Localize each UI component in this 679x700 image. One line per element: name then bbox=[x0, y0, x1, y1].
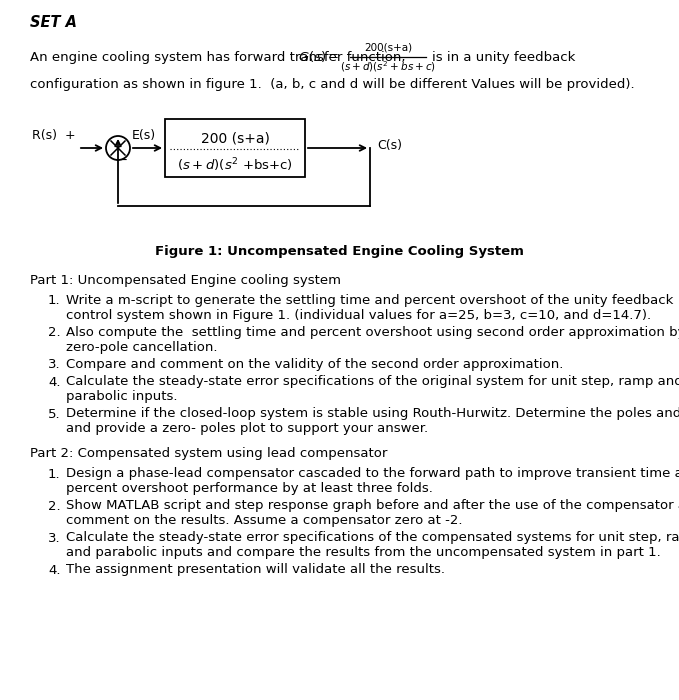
Text: 4.: 4. bbox=[48, 375, 60, 389]
FancyBboxPatch shape bbox=[165, 119, 305, 177]
Text: Show MATLAB script and step response graph before and after the use of the compe: Show MATLAB script and step response gra… bbox=[66, 500, 679, 512]
Text: An engine cooling system has forward transfer function,: An engine cooling system has forward tra… bbox=[30, 50, 414, 64]
Text: $G(s)$: $G(s)$ bbox=[298, 50, 327, 64]
Text: 200(s+a): 200(s+a) bbox=[364, 42, 412, 52]
Text: 1.: 1. bbox=[48, 468, 60, 480]
Text: Design a phase-lead compensator cascaded to the forward path to improve transien: Design a phase-lead compensator cascaded… bbox=[66, 468, 679, 480]
Text: $(s+d)(s^2$ +bs+c): $(s+d)(s^2$ +bs+c) bbox=[177, 156, 293, 174]
Text: $(s+d)(s^2+bs+c)$: $(s+d)(s^2+bs+c)$ bbox=[340, 60, 436, 74]
Text: Calculate the steady-state error specifications of the original system for unit : Calculate the steady-state error specifi… bbox=[66, 375, 679, 389]
Text: E(s): E(s) bbox=[132, 129, 156, 141]
Text: Compare and comment on the validity of the second order approximation.: Compare and comment on the validity of t… bbox=[66, 358, 564, 371]
Text: 200 (s+a): 200 (s+a) bbox=[200, 131, 270, 145]
Text: and provide a zero- poles plot to support your answer.: and provide a zero- poles plot to suppor… bbox=[66, 422, 428, 435]
Text: 5.: 5. bbox=[48, 407, 60, 421]
Text: control system shown in Figure 1. (individual values for a=25, b=3, c=10, and d=: control system shown in Figure 1. (indiv… bbox=[66, 309, 651, 321]
Text: and parabolic inputs and compare the results from the uncompensated system in pa: and parabolic inputs and compare the res… bbox=[66, 546, 661, 559]
Text: comment on the results. Assume a compensator zero at -2.: comment on the results. Assume a compens… bbox=[66, 514, 462, 527]
Text: parabolic inputs.: parabolic inputs. bbox=[66, 390, 177, 403]
Text: is in a unity feedback: is in a unity feedback bbox=[432, 50, 575, 64]
Text: C(s): C(s) bbox=[377, 139, 402, 153]
Text: −: − bbox=[116, 153, 128, 167]
Text: SET A: SET A bbox=[30, 15, 77, 30]
Text: configuration as shown in figure 1.  (a, b, c and d will be different Values wil: configuration as shown in figure 1. (a, … bbox=[30, 78, 635, 91]
Text: Part 2: Compensated system using lead compensator: Part 2: Compensated system using lead co… bbox=[30, 447, 388, 461]
Text: Determine if the closed-loop system is stable using Routh-Hurwitz. Determine the: Determine if the closed-loop system is s… bbox=[66, 407, 679, 421]
Text: =: = bbox=[328, 50, 339, 64]
Text: Figure 1: Uncompensated Engine Cooling System: Figure 1: Uncompensated Engine Cooling S… bbox=[155, 245, 524, 258]
Text: 3.: 3. bbox=[48, 358, 60, 371]
Text: R(s)  +: R(s) + bbox=[32, 130, 75, 143]
Text: 1.: 1. bbox=[48, 294, 60, 307]
Text: Also compute the  settling time and percent overshoot using second order approxi: Also compute the settling time and perce… bbox=[66, 326, 679, 339]
Text: Part 1: Uncompensated Engine cooling system: Part 1: Uncompensated Engine cooling sys… bbox=[30, 274, 341, 287]
Text: Calculate the steady-state error specifications of the compensated systems for u: Calculate the steady-state error specifi… bbox=[66, 531, 679, 545]
Text: percent overshoot performance by at least three folds.: percent overshoot performance by at leas… bbox=[66, 482, 433, 495]
Text: Write a m-script to generate the settling time and percent overshoot of the unit: Write a m-script to generate the settlin… bbox=[66, 294, 674, 307]
Text: The assignment presentation will validate all the results.: The assignment presentation will validat… bbox=[66, 564, 445, 577]
Text: 2.: 2. bbox=[48, 500, 60, 512]
Text: zero-pole cancellation.: zero-pole cancellation. bbox=[66, 340, 217, 354]
Text: 3.: 3. bbox=[48, 531, 60, 545]
Text: 4.: 4. bbox=[48, 564, 60, 577]
Text: 2.: 2. bbox=[48, 326, 60, 339]
